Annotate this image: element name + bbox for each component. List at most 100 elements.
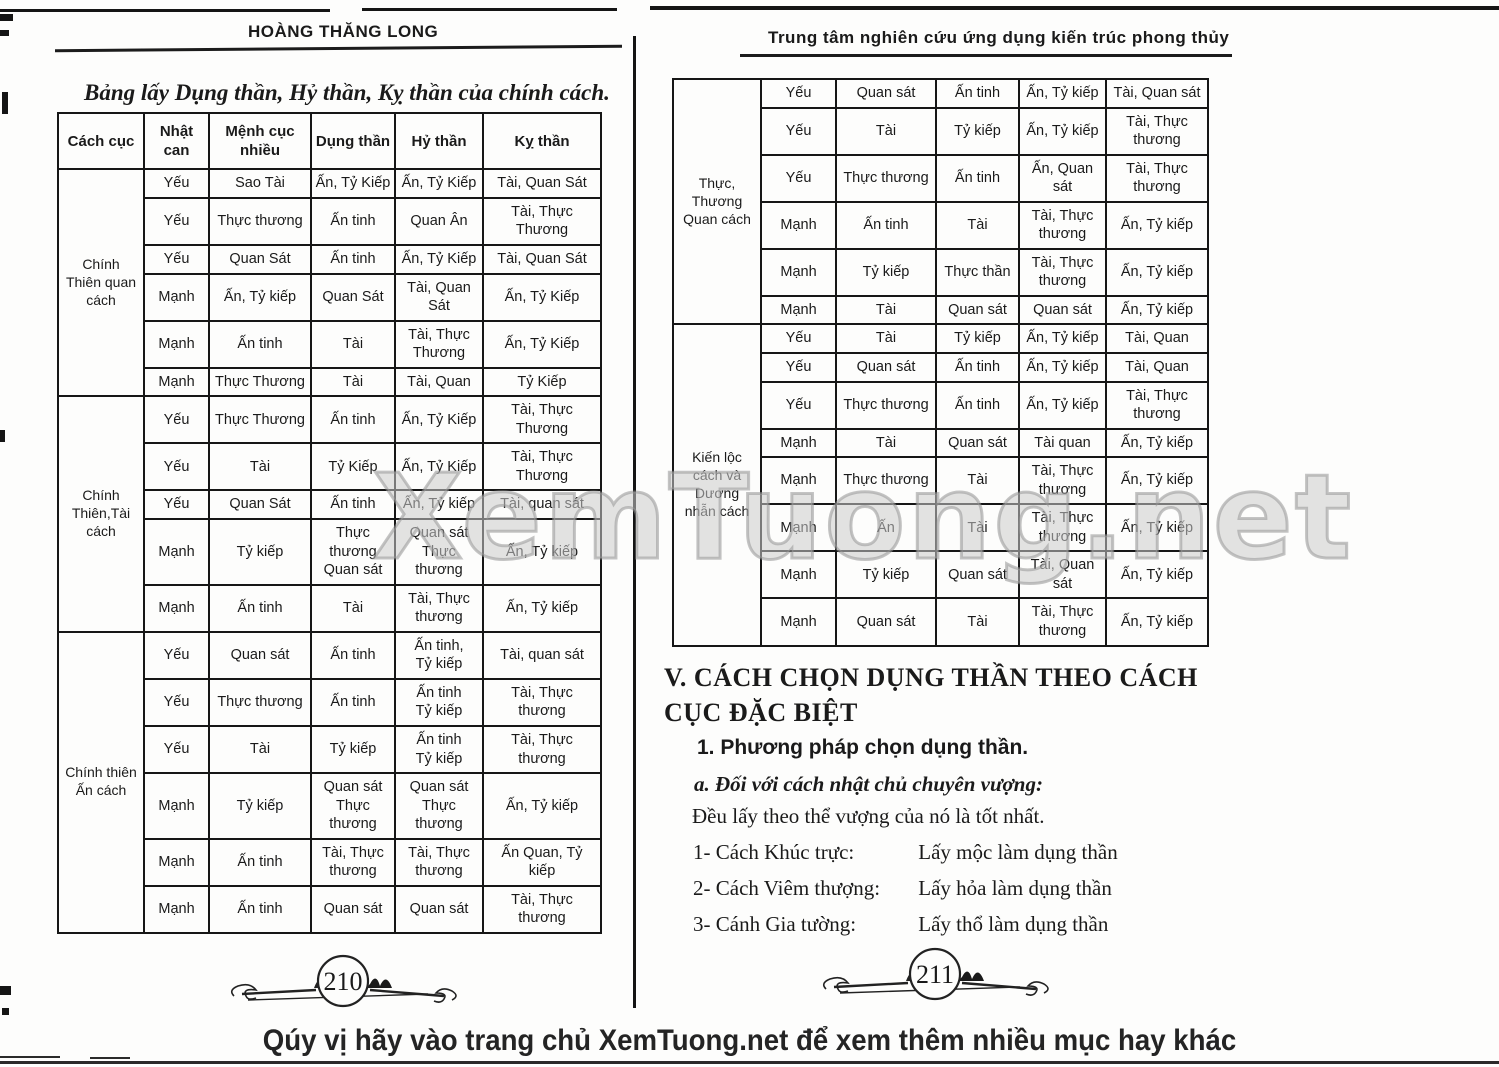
table-cell: Ấn, Tỷ kiếp: [1018, 380, 1107, 430]
table-cell: Ấn tinh Tỷ kiếp: [394, 677, 484, 727]
table-cell: Tài, Quan Sát: [482, 168, 602, 199]
table-cell: Yếu: [760, 323, 837, 354]
table-row: Mạnh Tỷ kiếp Quan sát Tài, Quan sát Ấn, Tỷ k…: [673, 550, 1209, 600]
table-cell: Quan sát: [935, 550, 1020, 600]
table-cell: Quan Ân: [394, 196, 484, 247]
table-cell: Tài, Quan sát: [1105, 78, 1209, 109]
table-cell: Yếu: [143, 395, 210, 445]
table-cell: Ấn tinh: [310, 244, 396, 275]
table-cell: Yếu: [143, 244, 210, 275]
table-cell: Ấn tinh Tỷ kiếp: [394, 724, 484, 775]
table-cell: Mạnh: [760, 247, 837, 297]
table-cell: Ấn, Tỷ kiếp: [1018, 323, 1107, 354]
table-row: Yếu Quan Sát Ấn tinh Ấn, Tỷ Kiếp Tài, Quan S…: [58, 244, 602, 275]
subsection-heading: 1. Phương pháp chọn dụng thần.: [697, 736, 1029, 759]
table-row: Yếu Tài Tỷ kiếp Ấn, Tỷ kiếp Tài, Thực thương: [673, 106, 1209, 156]
dung-than-table-right: Thực, Thương Quan cách Yếu Quan sát Ấn tinh…: [672, 77, 1209, 647]
column-header: Kỵ thần: [482, 111, 602, 171]
scan-artifact: [2, 1008, 9, 1015]
left-page-number: 210: [324, 967, 363, 996]
table-cell: Mạnh: [760, 427, 837, 459]
table-cell: Quan sát: [1018, 294, 1107, 326]
table-cell: Thực thương: [208, 196, 312, 247]
table-row: Yếu Tài Tỷ kiếp Ấn tinh Tỷ kiếp Tài, Thực th…: [58, 724, 602, 775]
table-cell: Thực thương: [835, 380, 937, 430]
section-heading: V. CÁCH CHỌN DỤNG THẦN THEO CÁCH CỤC ĐẶC…: [664, 663, 1198, 728]
table-cell: Mạnh: [760, 200, 837, 250]
table-cell: Mạnh: [143, 366, 210, 398]
table-cell: Tài: [835, 427, 937, 459]
table-row: Mạnh Tài Quan sát Quan sát Ấn, Tỷ kiếp: [673, 294, 1209, 326]
table-row: Mạnh Ấn tinh Tài, Thực thương Tài, Thực thư…: [58, 837, 602, 887]
table-cell: Ấn, Tỷ Kiếp: [482, 272, 602, 322]
table-cell: Mạnh: [760, 550, 837, 600]
table-cell: Ấn, Tỷ kiếp: [394, 489, 484, 521]
table-cell: Ấn tinh: [935, 380, 1020, 430]
table-cell: Tài, Thực thương: [482, 724, 602, 775]
table-cell: Quan Sát: [208, 244, 312, 275]
table-cell: Tài: [310, 583, 396, 633]
table-cell: Tài: [935, 597, 1020, 647]
table-cell: Ấn, Tỷ kiếp: [482, 772, 602, 840]
table-cell: Tỷ kiếp: [208, 772, 312, 840]
left-page-ornament: 210: [228, 952, 458, 1014]
table-cell: Quan sát: [935, 294, 1020, 326]
table-cell: Yếu: [760, 153, 837, 203]
list-definition: Lấy thổ làm dụng thần: [918, 912, 1109, 936]
table-cell: Tỷ Kiếp: [310, 442, 396, 492]
table-cell: Yếu: [143, 168, 210, 199]
right-page-ornament: 211: [820, 945, 1050, 1007]
table-cell: Tỷ kiếp: [935, 106, 1020, 156]
table-cell: Ấn, Tỷ Kiếp: [394, 244, 484, 275]
table-cell: Tài, Thực thương: [482, 884, 602, 934]
table-cell: Ấn tinh: [208, 837, 312, 887]
table-cell: Yếu: [143, 489, 210, 521]
table-cell: Tài, quan sát: [482, 489, 602, 521]
table-row: Yếu Thực thương Ấn tinh Ấn, Tỷ kiếp Tài, Thự…: [673, 380, 1209, 430]
table-cell: Ấn tinh: [208, 884, 312, 934]
table-cell: Tài, Thực thương: [1018, 247, 1107, 297]
table-cell: Tài, Thực Thương: [482, 442, 602, 492]
table-cell: Yếu: [143, 630, 210, 680]
table-row: Mạnh Tỷ kiếp Thực thần Tài, Thực thương Ấn, …: [673, 247, 1209, 297]
table-cell: Sao Tài: [208, 168, 312, 199]
table-row: Mạnh Tỷ kiếp Thực thương Quan sát Quan sát …: [58, 518, 602, 586]
table-cell: Tài, quan sát: [482, 630, 602, 680]
table-header-row: Cách cục Nhật can Mệnh cục nhiều Dụng thần H…: [57, 111, 602, 171]
table-row: Mạnh Ấn tinh Tài Tài, Thực thương Ấn, Tỷ kiế…: [673, 200, 1209, 250]
list-item: 1- Cách Khúc trực: Lấy mộc làm dụng thần: [693, 840, 1118, 865]
table-cell: Tỷ kiếp: [208, 518, 312, 586]
left-header-rule: [54, 44, 623, 53]
table-cell: Tỷ kiếp: [310, 724, 396, 775]
table-cell: Tài, Thực thương: [1018, 200, 1107, 250]
table-cell: Ấn, Tỷ kiếp: [1105, 503, 1209, 553]
table-row: Yếu Quan sát Ấn tinh Ấn, Tỷ kiếp Tài, Quan: [673, 352, 1209, 383]
scan-artifact: [0, 9, 330, 12]
table-cell: Tài, Quan: [1105, 323, 1209, 354]
right-page-number: 211: [916, 960, 954, 989]
table-cell: Ấn tinh: [208, 583, 312, 633]
table-cell: Ấn, Tỷ kiếp: [1105, 550, 1209, 600]
table-cell: Ấn tinh: [310, 395, 396, 445]
table-cell: Tài, Quan: [1105, 352, 1209, 383]
table-cell: Ấn tinh: [310, 489, 396, 521]
table-cell: Quan sát Thực thương: [394, 518, 484, 586]
table-cell: Mạnh: [143, 319, 210, 369]
table-cell: Ấn, Tỷ kiếp: [1018, 78, 1107, 109]
dung-than-table-left: Cách cục Nhật can Mệnh cục nhiều Dụng thần H…: [57, 111, 602, 934]
table-cell: Yếu: [143, 196, 210, 247]
table-cell: Tài: [935, 456, 1020, 506]
table-cell: Quan sát: [835, 78, 937, 109]
table-cell: Mạnh: [760, 294, 837, 326]
list-term: 2- Cách Viêm thượng:: [693, 876, 881, 900]
column-header: Mệnh cục nhiều: [208, 111, 312, 171]
table-cell: Tài, Thực thương: [482, 677, 602, 727]
list-term: 1- Cách Khúc trực:: [693, 840, 855, 864]
table-cell: Mạnh: [143, 884, 210, 934]
table-cell: Quan sát: [394, 884, 484, 934]
table-cell: Ấn: [835, 503, 937, 553]
table-row: Chính thiên Ấn cách Yếu Quan sát Ấn tinh Ấn …: [57, 630, 602, 934]
bottom-rule: [90, 1057, 130, 1059]
table-cell: Mạnh: [760, 597, 837, 647]
table-cell: Tài, Thực thương: [1105, 106, 1209, 156]
